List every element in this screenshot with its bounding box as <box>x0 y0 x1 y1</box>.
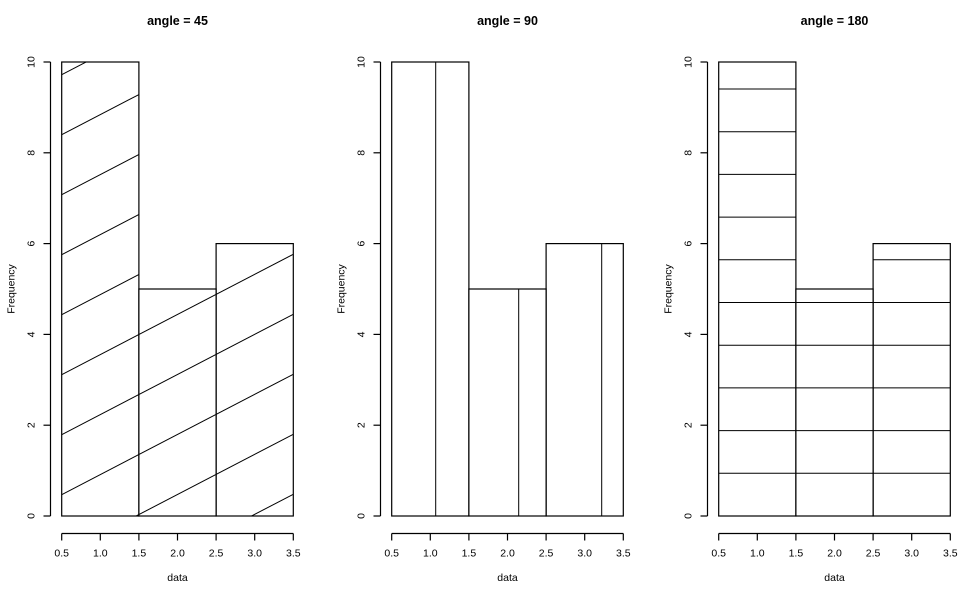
y-tick-label: 4 <box>26 331 38 337</box>
y-tick-label: 10 <box>26 56 38 68</box>
y-tick-label: 0 <box>26 513 38 519</box>
hatch-line <box>61 373 294 496</box>
hatch-group <box>61 0 294 516</box>
hatch-line <box>61 133 294 256</box>
panel-title: angle = 180 <box>801 14 869 28</box>
hatch-line <box>61 62 294 76</box>
x-tick-label: 2.0 <box>500 548 515 560</box>
y-axis-title: Frequency <box>6 263 18 313</box>
y-tick-label: 0 <box>356 513 368 519</box>
bar-outline <box>545 243 624 517</box>
bar-outline <box>468 288 547 517</box>
bar-outline <box>872 243 951 517</box>
x-tick-label: 3.5 <box>616 548 631 560</box>
panel-title: angle = 45 <box>147 14 208 28</box>
hatch-line <box>61 253 294 376</box>
x-tick-label: 0.5 <box>384 548 399 560</box>
y-tick-label: 2 <box>26 422 38 428</box>
y-tick-label: 6 <box>26 241 38 247</box>
bar-outline <box>61 61 140 517</box>
y-tick-label: 4 <box>356 331 368 337</box>
x-tick-label: 2.0 <box>827 548 842 560</box>
x-tick-label: 1.5 <box>462 548 477 560</box>
histogram-panel-45: 0.5 1.0 1.5 2.0 2.5 3.0 3.5 data 0 2 4 6 8 10 Frequenc… <box>6 0 301 584</box>
y-tick-label: 4 <box>683 331 695 337</box>
y-tick-label: 8 <box>26 150 38 156</box>
hatch-line <box>61 313 294 436</box>
y-tick-label: 6 <box>683 241 695 247</box>
x-tick-label: 3.5 <box>943 548 958 560</box>
bar-outline <box>391 61 470 517</box>
hatch-line <box>62 0 294 15</box>
hatch-group <box>718 88 951 474</box>
x-tick-label: 1.5 <box>789 548 804 560</box>
y-tick-label: 0 <box>683 513 695 519</box>
x-tick-label: 2.5 <box>539 548 554 560</box>
y-axis-title: Frequency <box>663 263 675 313</box>
x-tick-label: 0.5 <box>54 548 69 560</box>
histogram-panel-180: 0.5 1.0 1.5 2.0 2.5 3.0 3.5 data 0 2 4 6 8 10 Frequenc… <box>663 14 958 584</box>
x-tick-label: 2.0 <box>170 548 185 560</box>
bar-outline <box>718 61 797 517</box>
x-tick-label: 2.5 <box>866 548 881 560</box>
y-tick-label: 8 <box>683 150 695 156</box>
bar-outline <box>795 288 874 517</box>
hatch-line <box>61 433 294 516</box>
hatch-line <box>61 493 294 516</box>
x-tick-label: 0.5 <box>711 548 726 560</box>
x-tick-label: 1.0 <box>93 548 108 560</box>
y-tick-label: 10 <box>356 56 368 68</box>
y-axis-title: Frequency <box>336 263 348 313</box>
x-tick-label: 3.0 <box>247 548 262 560</box>
x-tick-label: 1.0 <box>423 548 438 560</box>
x-tick-label: 1.5 <box>132 548 147 560</box>
y-tick-label: 2 <box>356 422 368 428</box>
hatch-line <box>61 73 294 196</box>
x-tick-label: 2.5 <box>209 548 224 560</box>
x-tick-label: 1.0 <box>750 548 765 560</box>
x-axis-title: data <box>824 572 845 584</box>
x-tick-label: 3.0 <box>577 548 592 560</box>
hatch-line <box>61 193 294 316</box>
y-tick-label: 8 <box>356 150 368 156</box>
y-tick-label: 10 <box>683 56 695 68</box>
x-tick-label: 3.0 <box>904 548 919 560</box>
x-axis-title: data <box>167 572 188 584</box>
x-axis-title: data <box>497 572 518 584</box>
bar-outline <box>215 243 294 517</box>
panel-title: angle = 90 <box>477 14 538 28</box>
bar-outline <box>138 288 217 517</box>
hatch-line <box>61 62 294 136</box>
x-tick-label: 3.5 <box>286 548 301 560</box>
histogram-panel-90: 0.5 1.0 1.5 2.0 2.5 3.0 3.5 data 0 2 4 6 8 10 Frequenc… <box>336 14 631 584</box>
y-tick-label: 6 <box>356 241 368 247</box>
y-tick-label: 2 <box>683 422 695 428</box>
